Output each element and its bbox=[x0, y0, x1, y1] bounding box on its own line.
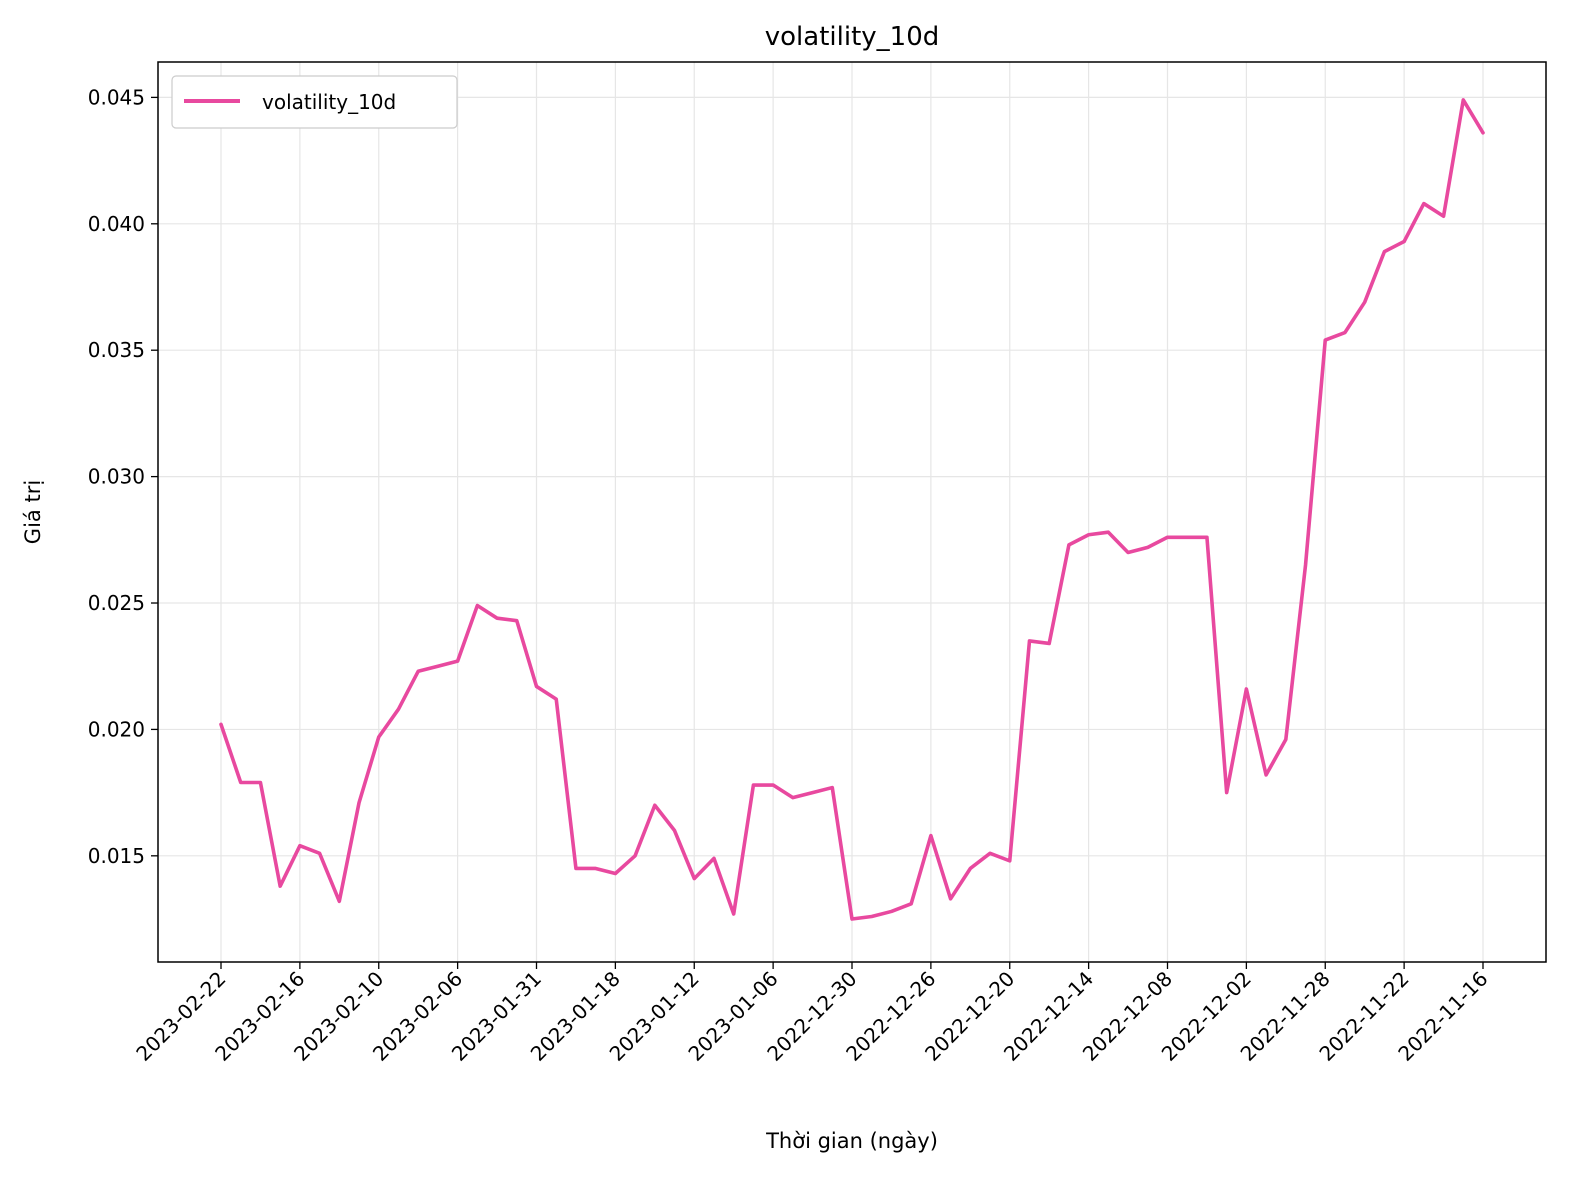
y-tick-label: 0.015 bbox=[88, 844, 145, 868]
y-tick-label: 0.025 bbox=[88, 591, 145, 615]
y-axis: 0.015 0.020 0.025 0.030 0.035 0.040 0.045 bbox=[88, 85, 158, 868]
y-tick-label: 0.020 bbox=[88, 717, 145, 741]
y-tick-label: 0.040 bbox=[88, 212, 145, 236]
y-tick-label: 0.045 bbox=[88, 85, 145, 109]
legend: volatility_10d bbox=[171, 75, 458, 129]
legend-box bbox=[171, 75, 458, 129]
grid bbox=[158, 62, 1546, 962]
x-axis-label: Thời gian (ngày) bbox=[765, 1129, 938, 1153]
series-line-volatility-10d bbox=[219, 98, 1485, 921]
y-tick-label: 0.030 bbox=[88, 465, 145, 489]
series-layer bbox=[219, 98, 1485, 921]
chart-title: volatility_10d bbox=[765, 22, 939, 52]
legend-entry-volatility-10d: volatility_10d bbox=[262, 90, 396, 114]
y-axis-label: Giá trị bbox=[21, 480, 45, 544]
y-tick-label: 0.035 bbox=[88, 338, 145, 362]
